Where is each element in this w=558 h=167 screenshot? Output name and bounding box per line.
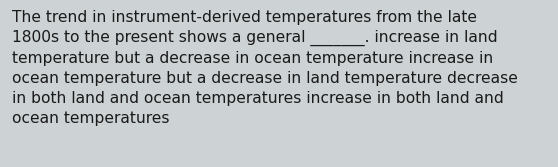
- Text: The trend in instrument-derived temperatures from the late
1800s to the present : The trend in instrument-derived temperat…: [12, 10, 518, 126]
